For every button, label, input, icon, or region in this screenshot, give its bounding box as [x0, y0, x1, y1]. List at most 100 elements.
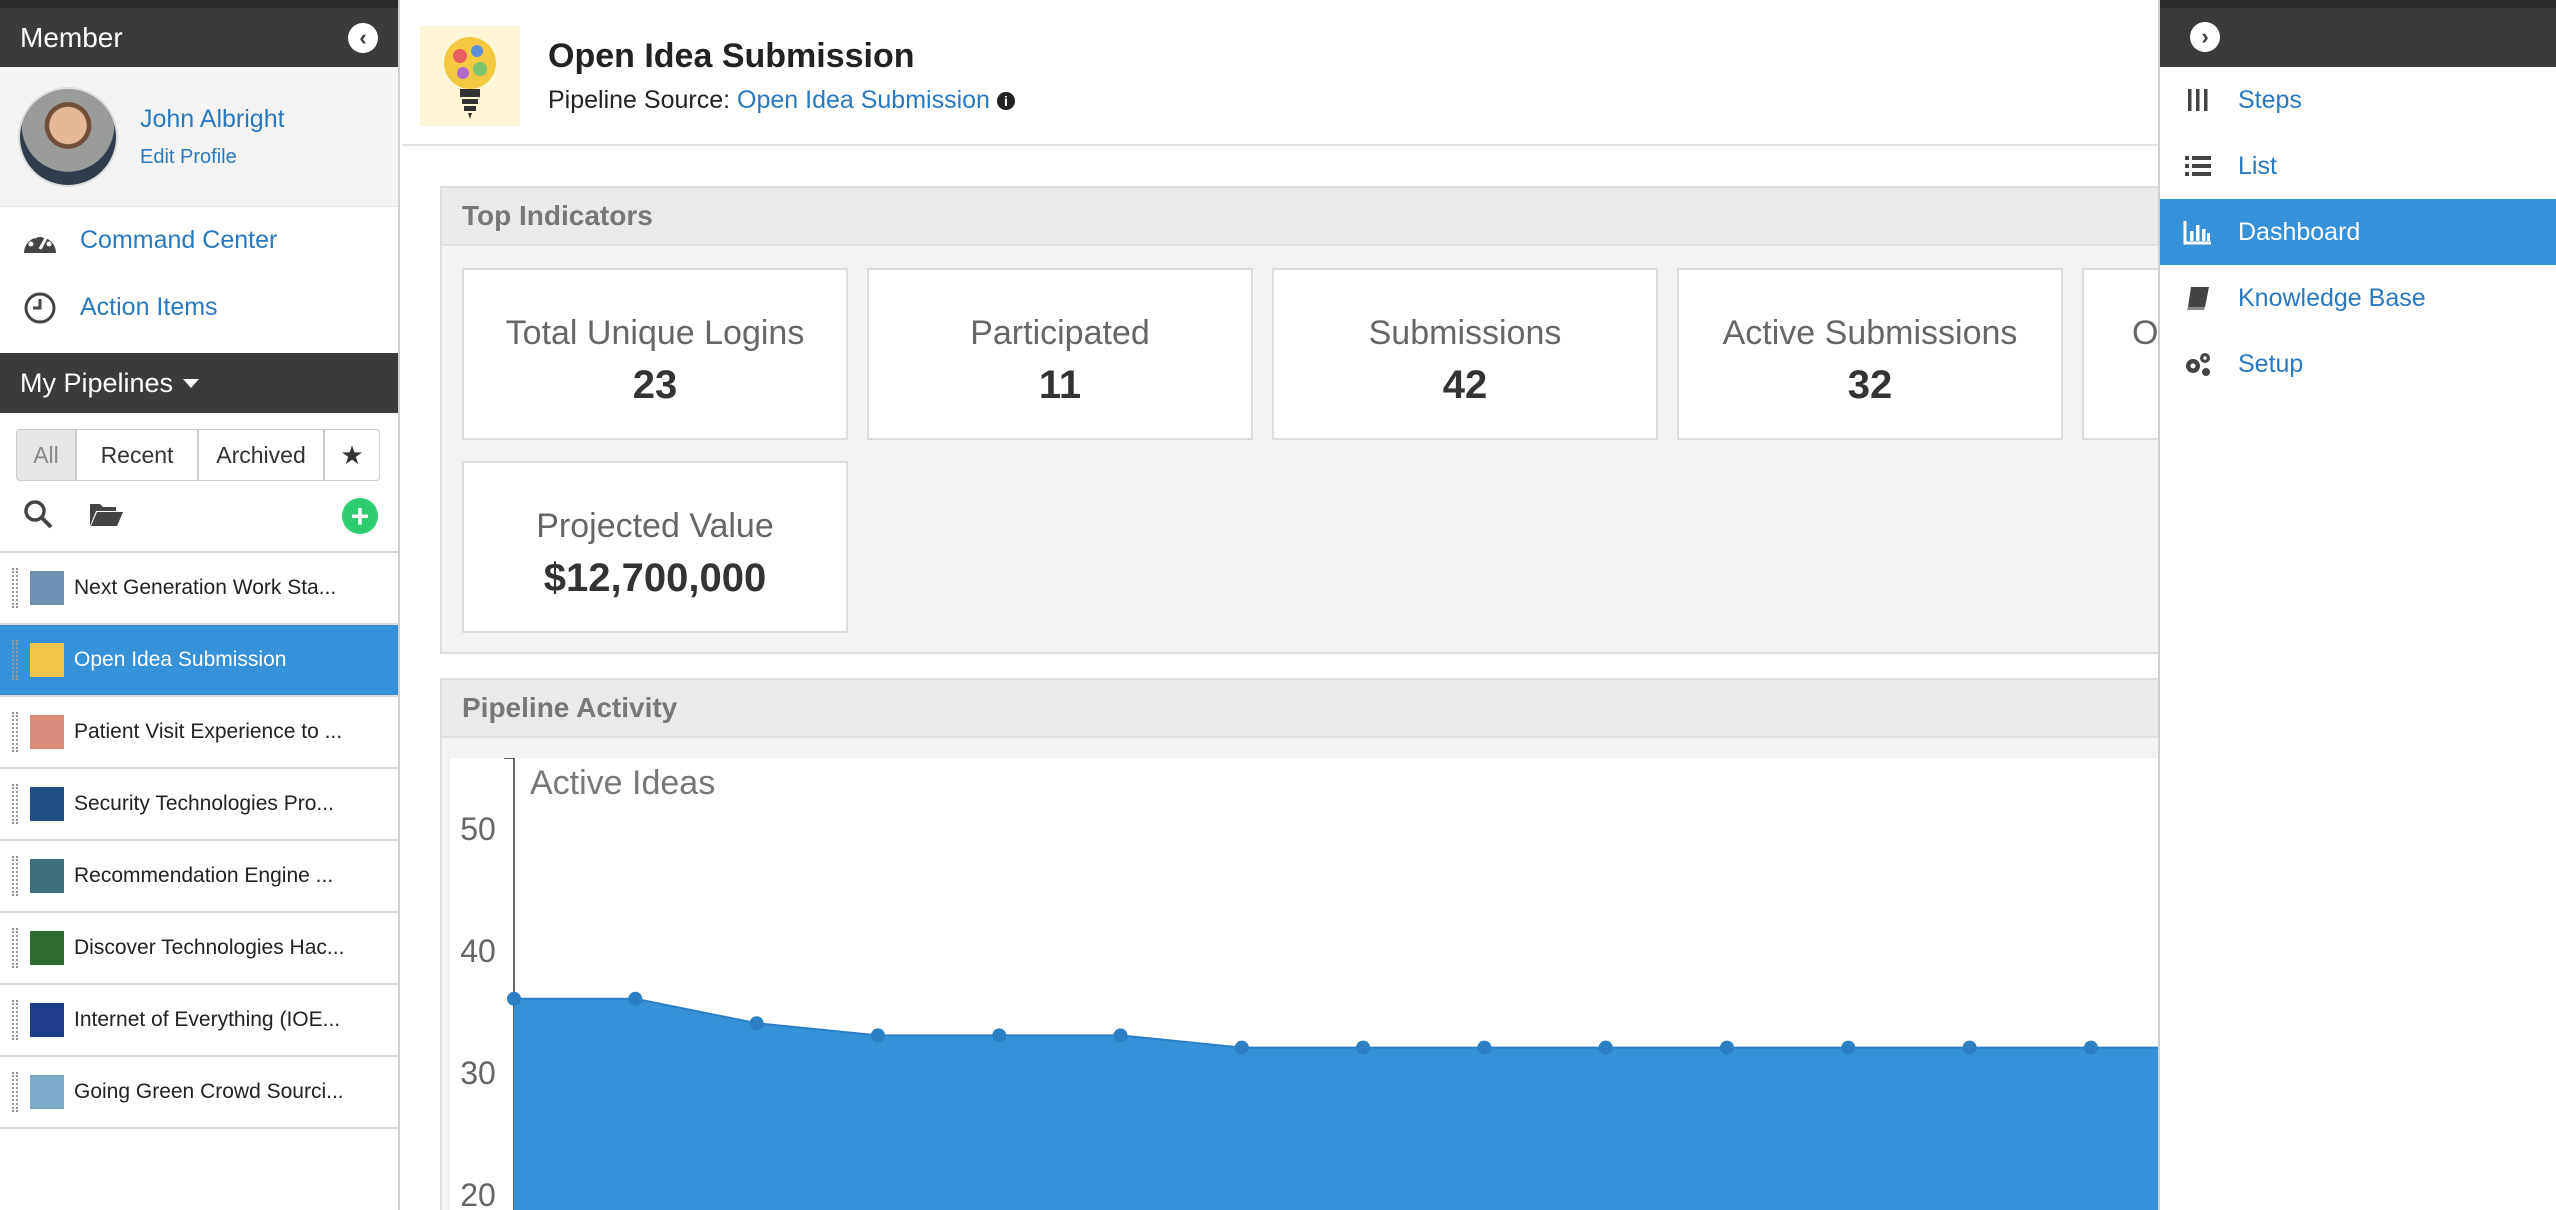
my-pipelines-header[interactable]: My Pipelines	[0, 353, 398, 413]
list-icon	[2182, 150, 2214, 182]
pipeline-item[interactable]: Going Green Crowd Sourci...	[0, 1057, 398, 1129]
right-nav-label: List	[2238, 151, 2277, 180]
search-icon[interactable]	[22, 498, 54, 535]
pipeline-item-label: Discover Technologies Hac...	[74, 936, 345, 959]
top-indicators-panel: Top Indicators Total Unique Logins 23 Pa…	[440, 186, 2160, 654]
book-icon	[2182, 282, 2214, 314]
pipeline-thumbnail	[30, 1075, 64, 1109]
y-axis-line	[504, 757, 515, 1210]
main-content: Open Idea Submission Pipeline Source: Op…	[402, 8, 2160, 1210]
indicator-card: Participated 11	[867, 268, 1253, 440]
data-point[interactable]	[1477, 1040, 1492, 1055]
pipeline-item[interactable]: Patient Visit Experience to ...	[0, 697, 398, 769]
pipeline-item[interactable]: Security Technologies Pro...	[0, 769, 398, 841]
avatar[interactable]	[18, 86, 118, 187]
folder-open-icon[interactable]	[88, 500, 124, 533]
indicator-card: Total Unique Logins 23	[462, 268, 848, 440]
pipeline-item-label: Going Green Crowd Sourci...	[74, 1080, 344, 1103]
pipeline-item[interactable]: Recommendation Engine ...	[0, 841, 398, 913]
data-point[interactable]	[749, 1016, 764, 1031]
data-point[interactable]	[1598, 1040, 1613, 1055]
nav-action-items-label: Action Items	[80, 293, 218, 321]
pipeline-tools: +	[0, 481, 398, 551]
right-nav-setup[interactable]: Setup	[2160, 331, 2556, 397]
y-tick-label: 30	[460, 1055, 496, 1091]
right-nav-list[interactable]: List	[2160, 133, 2556, 199]
drag-handle-icon[interactable]	[12, 928, 18, 968]
right-nav-dashboard[interactable]: Dashboard	[2160, 199, 2556, 265]
right-nav-knowledge-base[interactable]: Knowledge Base	[2160, 265, 2556, 331]
pipeline-thumbnail	[30, 715, 64, 749]
indicator-label: Participated	[970, 314, 1150, 352]
pipeline-filters: All Recent Archived ★	[16, 429, 398, 481]
filter-recent[interactable]: Recent	[76, 429, 198, 481]
data-point[interactable]	[1113, 1028, 1128, 1043]
area-series	[514, 998, 2160, 1210]
collapse-left-icon[interactable]: ‹	[348, 23, 378, 53]
data-point[interactable]	[628, 991, 643, 1006]
right-panel-header: ›	[2160, 0, 2556, 67]
add-pipeline-button[interactable]: +	[342, 498, 378, 534]
expand-right-icon[interactable]: ›	[2190, 22, 2220, 52]
gears-icon	[2182, 348, 2214, 380]
page-title: Open Idea Submission	[548, 37, 915, 75]
info-icon[interactable]: i	[996, 92, 1015, 111]
pipeline-source-link[interactable]: Open Idea Submission	[737, 86, 990, 114]
lightbulb-icon	[420, 26, 520, 126]
nav-action-items[interactable]: Action Items	[0, 274, 398, 341]
data-point[interactable]	[1234, 1040, 1249, 1055]
pipeline-thumbnail	[30, 643, 64, 677]
member-header: Member ‹	[0, 0, 398, 67]
pipeline-thumbnail	[30, 859, 64, 893]
data-point[interactable]	[1962, 1040, 1977, 1055]
indicator-card: Submissions 42	[1272, 268, 1658, 440]
drag-handle-icon[interactable]	[12, 856, 18, 896]
pipeline-item-label: Patient Visit Experience to ...	[74, 720, 343, 743]
filter-archived[interactable]: Archived	[198, 429, 324, 481]
data-point[interactable]	[870, 1028, 885, 1043]
drag-handle-icon[interactable]	[12, 640, 18, 680]
pipeline-item[interactable]: Discover Technologies Hac...	[0, 913, 398, 985]
filter-all[interactable]: All	[16, 429, 76, 481]
star-icon: ★	[340, 439, 364, 470]
indicator-value: $12,700,000	[543, 556, 767, 600]
indicator-label: Projected Value	[536, 507, 774, 545]
right-nav-label: Knowledge Base	[2238, 283, 2426, 312]
pipeline-item[interactable]: Next Generation Work Sta...	[0, 553, 398, 625]
data-point[interactable]	[507, 991, 521, 1006]
edit-profile-link[interactable]: Edit Profile	[140, 145, 237, 168]
profile-section: John Albright Edit Profile	[0, 67, 398, 207]
chart-svg: Active Ideas 50 40 30 20	[460, 757, 2160, 1210]
indicator-card: Projected Value $12,700,000	[462, 461, 848, 633]
indicator-value: 11	[1038, 363, 1082, 407]
data-point[interactable]	[992, 1028, 1007, 1043]
pipeline-item-label: Recommendation Engine ...	[74, 864, 334, 887]
bar-chart-icon	[2182, 216, 2214, 248]
data-point[interactable]	[1356, 1040, 1371, 1055]
pipeline-item[interactable]: Open Idea Submission	[0, 625, 398, 697]
right-nav-steps[interactable]: Steps	[2160, 67, 2556, 133]
data-point[interactable]	[1841, 1040, 1856, 1055]
drag-handle-icon[interactable]	[12, 784, 18, 824]
user-name-link[interactable]: John Albright	[140, 104, 285, 133]
nav-command-center-label: Command Center	[80, 226, 278, 254]
filter-starred[interactable]: ★	[324, 429, 380, 481]
my-pipelines-title: My Pipelines	[20, 367, 174, 398]
drag-handle-icon[interactable]	[12, 712, 18, 752]
data-point[interactable]	[2083, 1040, 2098, 1055]
right-panel: › Steps List Dashboard Knowledge Base Setup	[2158, 0, 2556, 1210]
y-tick-label: 20	[460, 1177, 496, 1210]
drag-handle-icon[interactable]	[12, 568, 18, 608]
data-point[interactable]	[1720, 1040, 1734, 1055]
drag-handle-icon[interactable]	[12, 1000, 18, 1040]
clock-icon	[20, 288, 60, 328]
caret-down-icon	[183, 378, 200, 388]
drag-handle-icon[interactable]	[12, 1072, 18, 1112]
pipeline-item[interactable]: Internet of Everything (IOE...	[0, 985, 398, 1057]
chart-title: Active Ideas	[530, 764, 715, 802]
pipeline-thumbnail	[30, 931, 64, 965]
gauge-icon	[20, 221, 60, 261]
right-nav-label: Setup	[2238, 349, 2304, 378]
nav-command-center[interactable]: Command Center	[0, 207, 398, 274]
columns-icon	[2182, 84, 2214, 116]
